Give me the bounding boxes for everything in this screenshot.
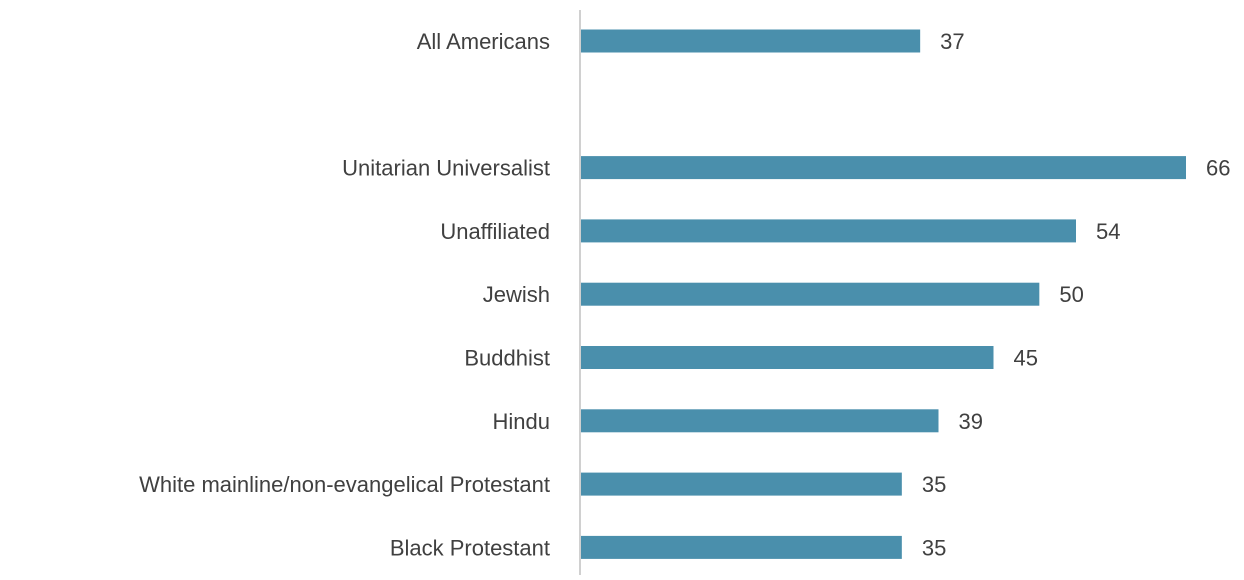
- value-label-unitarian-universalist: 66: [1206, 156, 1230, 181]
- bar-hindu: [581, 409, 939, 433]
- value-label-buddhist: 45: [1014, 346, 1038, 371]
- bar-unitarian-universalist: [581, 156, 1186, 180]
- value-label-jewish: 50: [1059, 282, 1083, 307]
- category-label-unitarian-universalist: Unitarian Universalist: [342, 156, 550, 181]
- bars-group: All Americans 37 Unitarian Universalist 66 U…: [139, 29, 1230, 560]
- value-label-unaffiliated: 54: [1096, 219, 1120, 244]
- category-label-jewish: Jewish: [483, 282, 550, 307]
- bar-white-mainline-non-evangelical-protestant: [581, 472, 902, 496]
- value-label-hindu: 39: [959, 409, 983, 434]
- bar-unaffiliated: [581, 219, 1076, 243]
- category-label-unaffiliated: Unaffiliated: [440, 219, 550, 244]
- bar-buddhist: [581, 346, 994, 369]
- category-label-hindu: Hindu: [493, 409, 550, 434]
- value-label-white-mainline-non-evangelical-protestant: 35: [922, 472, 946, 497]
- category-label-white-mainline-non-evangelical-protestant: White mainline/non-evangelical Protestan…: [139, 472, 550, 497]
- category-label-all-americans: All Americans: [417, 29, 550, 54]
- bar-jewish: [581, 282, 1040, 306]
- bar-black-protestant: [581, 535, 902, 559]
- category-label-buddhist: Buddhist: [464, 346, 550, 371]
- value-label-black-protestant: 35: [922, 535, 946, 560]
- category-label-black-protestant: Black Protestant: [390, 535, 550, 560]
- value-label-all-americans: 37: [940, 29, 964, 54]
- bar-all-americans: [581, 29, 921, 53]
